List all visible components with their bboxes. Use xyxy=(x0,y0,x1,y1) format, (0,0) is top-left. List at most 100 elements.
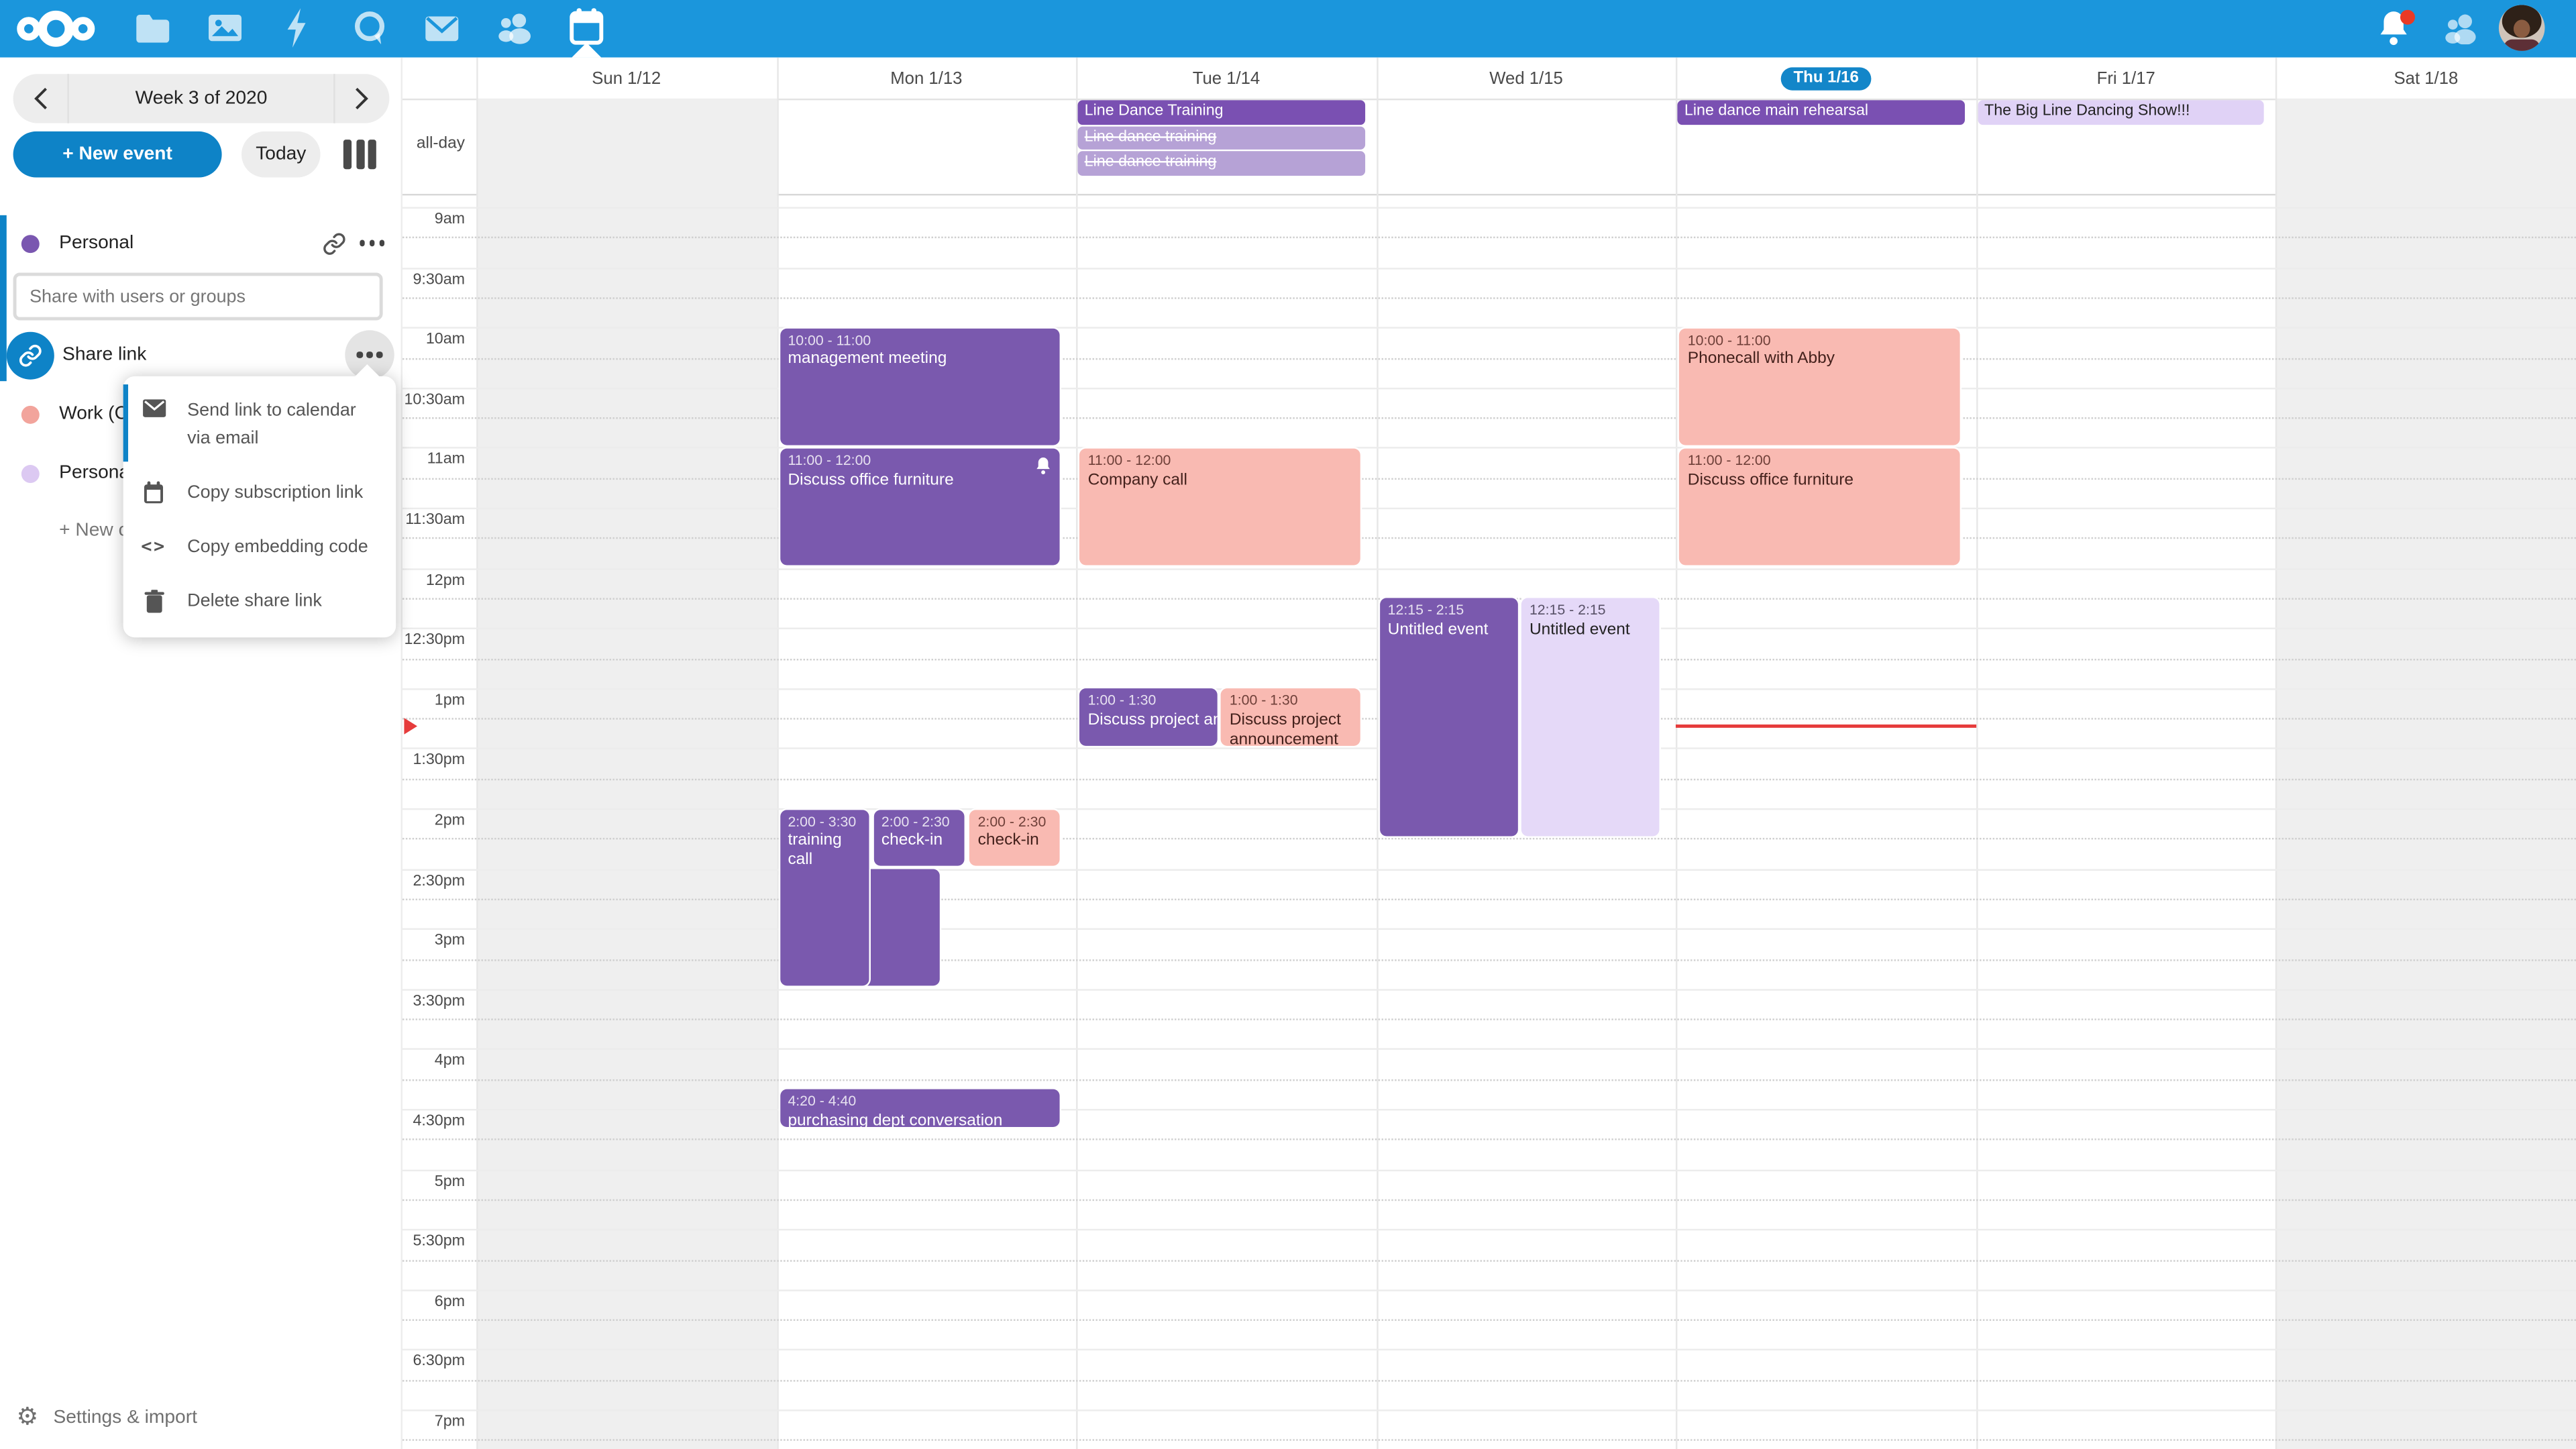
allday-event-card[interactable]: Line dance main rehearsal xyxy=(1678,100,1965,125)
event-time: 4:20 - 4:40 xyxy=(788,1093,857,1110)
column-border xyxy=(476,57,478,1449)
time-label: 4:30pm xyxy=(413,1112,466,1130)
hour-gridline xyxy=(402,568,2576,570)
allday-event-card[interactable]: Line dance training xyxy=(1077,151,1365,176)
notifications-bell-icon[interactable] xyxy=(2371,5,2417,51)
event-title: purchasing dept conversation xyxy=(788,1112,1003,1127)
column-border xyxy=(1976,57,1978,1449)
calendar-list-item-personal[interactable]: Personal xyxy=(0,223,402,263)
settings-import-button[interactable]: ⚙ Settings & import xyxy=(16,1405,197,1430)
event-card[interactable]: 1:00 - 1:30 Discuss project announcement xyxy=(1079,688,1218,746)
day-header-thu[interactable]: Thu 1/16 xyxy=(1676,58,1976,99)
day-header-fri[interactable]: Fri 1/17 xyxy=(2096,68,2155,89)
menu-item-copy-embedding-code[interactable]: <> Copy embedding code xyxy=(123,521,396,576)
share-link-actions-menu-button[interactable] xyxy=(345,330,394,380)
time-label: 7pm xyxy=(434,1413,466,1432)
event-title: management meeting xyxy=(788,350,947,369)
hour-gridline xyxy=(402,1109,2576,1111)
nextcloud-logo-icon[interactable] xyxy=(13,5,99,51)
talk-icon[interactable] xyxy=(347,5,393,51)
event-card[interactable]: 11:00 - 12:00 Company call xyxy=(1079,448,1360,566)
new-calendar-button[interactable]: + New c xyxy=(59,521,128,541)
column-border xyxy=(1076,57,1078,1449)
calendar-icon xyxy=(142,481,166,504)
current-time-line xyxy=(1676,724,1976,728)
hour-gridline xyxy=(402,507,2576,510)
selected-calendar-indicator xyxy=(0,215,7,382)
day-header-tue[interactable]: Tue 1/14 xyxy=(1192,68,1260,89)
time-label: 3:30pm xyxy=(413,991,466,1010)
link-icon[interactable] xyxy=(322,231,347,256)
day-header-mon[interactable]: Mon 1/13 xyxy=(890,68,963,89)
calendar-actions-menu-button[interactable] xyxy=(359,240,385,246)
quarter-gridline xyxy=(402,297,2576,299)
allday-event-card[interactable]: Line dance training xyxy=(1077,125,1365,150)
hour-gridline xyxy=(402,1229,2576,1231)
quarter-gridline xyxy=(402,417,2576,419)
allday-event-card[interactable]: Line Dance Training xyxy=(1077,100,1365,125)
quarter-gridline xyxy=(402,477,2576,480)
menu-item-copy-subscription-link[interactable]: Copy subscription link xyxy=(123,467,396,521)
menu-focus-indicator xyxy=(123,384,129,462)
column-border xyxy=(1376,57,1378,1449)
event-time: 11:00 - 12:00 xyxy=(1687,451,1771,468)
files-icon[interactable] xyxy=(129,5,176,51)
event-card[interactable]: 2:00 - 2:30 check-in xyxy=(873,809,965,866)
previous-week-button[interactable] xyxy=(13,74,68,123)
week-label[interactable]: Week 3 of 2020 xyxy=(67,74,335,123)
event-card[interactable]: 11:00 - 12:00 Discuss office furniture xyxy=(1679,448,1960,566)
new-event-button[interactable]: + New event xyxy=(13,131,222,178)
photos-icon[interactable] xyxy=(202,5,248,51)
hour-gridline xyxy=(402,1349,2576,1352)
hour-gridline xyxy=(402,327,2576,329)
hour-gridline xyxy=(402,267,2576,269)
allday-event-card[interactable]: The Big Line Dancing Show!!! xyxy=(1978,100,2265,125)
event-title: Discuss project announcement xyxy=(1087,711,1218,730)
event-card[interactable]: 2:00 - 2:30 check-in xyxy=(969,809,1060,866)
event-card[interactable]: 10:00 - 11:00 management meeting xyxy=(780,328,1060,445)
event-title: Untitled event xyxy=(1387,621,1489,639)
event-title: Untitled event xyxy=(1529,621,1630,639)
user-avatar[interactable] xyxy=(2498,5,2545,51)
time-label: 11am xyxy=(427,450,466,469)
day-header-wed[interactable]: Wed 1/15 xyxy=(1489,68,1563,89)
share-link-label: Share link xyxy=(62,345,147,365)
contacts-icon[interactable] xyxy=(491,5,537,51)
today-button[interactable]: Today xyxy=(241,131,321,178)
header-divider xyxy=(402,98,2576,101)
event-card[interactable]: 12:15 - 2:15 Untitled event xyxy=(1521,598,1660,836)
current-time-marker xyxy=(404,717,418,735)
event-card[interactable]: 1:00 - 1:30 Discuss project announcement xyxy=(1221,688,1360,746)
time-label: 6:30pm xyxy=(413,1352,466,1371)
quarter-gridline xyxy=(402,357,2576,360)
menu-item-delete-share-link[interactable]: Delete share link xyxy=(123,576,396,630)
menu-item-send-link-email[interactable]: Send link to calendar via email xyxy=(123,384,396,467)
allday-divider xyxy=(402,193,2576,196)
share-link-circle-icon xyxy=(6,331,54,380)
event-time: 1:00 - 1:30 xyxy=(1229,692,1298,709)
next-week-button[interactable] xyxy=(335,74,390,123)
calendar-name: Work (C xyxy=(59,404,128,424)
event-card[interactable]: 12:15 - 2:15 Untitled event xyxy=(1379,598,1518,836)
event-title: check-in xyxy=(881,831,943,850)
gear-icon: ⚙ xyxy=(16,1403,39,1432)
menu-item-label: Copy embedding code xyxy=(187,537,368,557)
view-toggle-button[interactable] xyxy=(343,140,376,170)
time-label: 9am xyxy=(434,210,466,229)
menu-item-label: Copy subscription link xyxy=(187,483,364,503)
calendar-list-item-personal-2[interactable]: Persona xyxy=(0,453,402,493)
contacts-menu-icon[interactable] xyxy=(2436,5,2483,51)
today-pill[interactable]: Thu 1/16 xyxy=(1780,66,1872,90)
day-header-sat[interactable]: Sat 1/18 xyxy=(2394,68,2459,89)
event-time: 12:15 - 2:15 xyxy=(1387,602,1464,619)
calendar-list-item-work[interactable]: Work (C xyxy=(0,394,402,434)
event-card[interactable]: 4:20 - 4:40 purchasing dept conversation xyxy=(780,1089,1060,1127)
event-time: 10:00 - 11:00 xyxy=(788,331,871,348)
event-card[interactable]: 11:00 - 12:00 Discuss office furniture xyxy=(780,448,1060,566)
activity-icon[interactable] xyxy=(274,5,321,51)
event-card[interactable]: 10:00 - 11:00 Phonecall with Abby xyxy=(1679,328,1960,445)
mail-icon[interactable] xyxy=(419,5,465,51)
day-header-sun[interactable]: Sun 1/12 xyxy=(592,68,661,89)
event-card[interactable]: 2:00 - 3:30 training call xyxy=(780,809,869,987)
share-input[interactable] xyxy=(13,272,383,321)
